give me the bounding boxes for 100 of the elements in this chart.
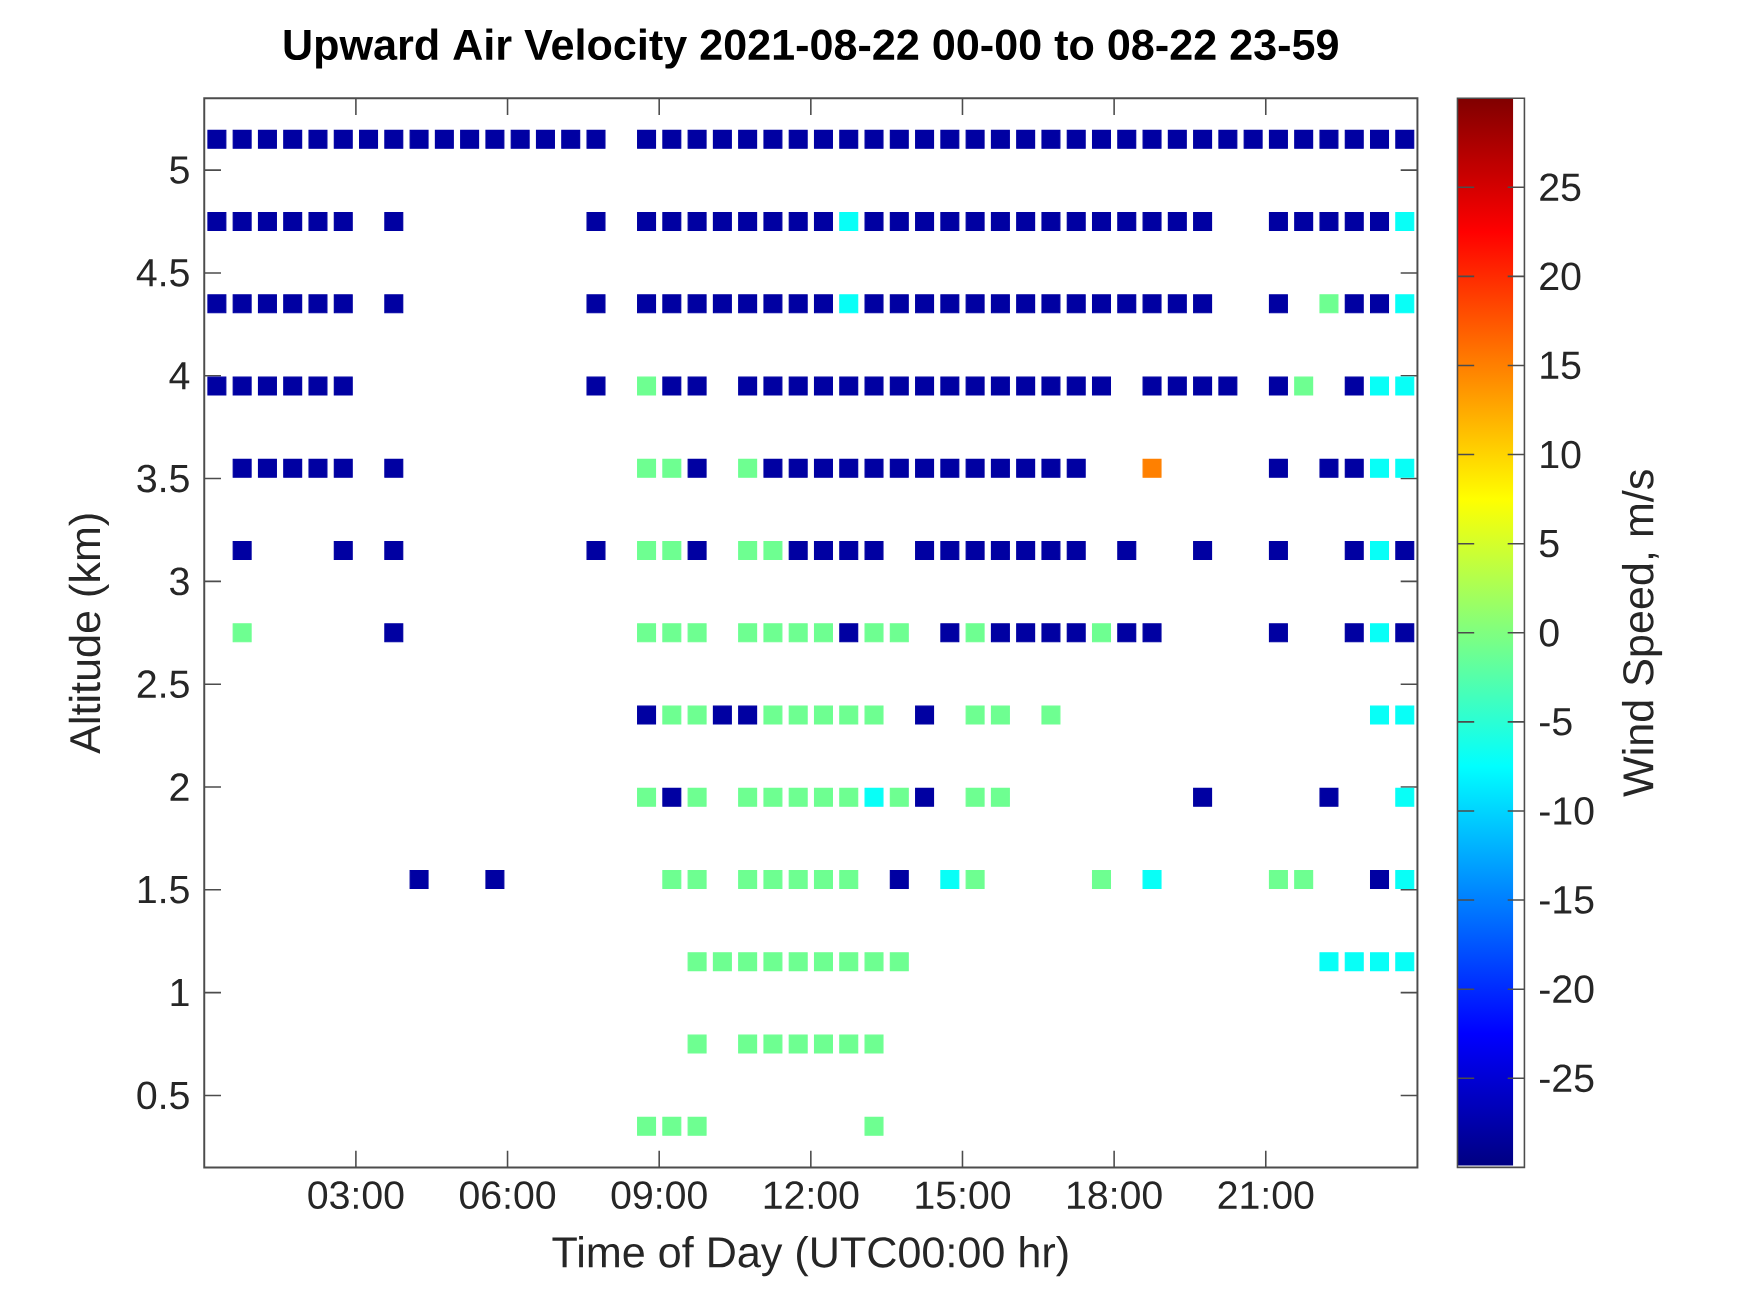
point bbox=[207, 211, 227, 231]
color-bar-label: -20 bbox=[1540, 975, 1594, 1003]
point bbox=[889, 211, 909, 231]
point bbox=[788, 458, 808, 478]
point bbox=[207, 294, 227, 314]
point bbox=[1117, 540, 1137, 560]
point bbox=[257, 376, 277, 396]
point bbox=[1243, 129, 1263, 149]
point bbox=[1395, 458, 1415, 478]
point bbox=[813, 705, 833, 725]
point bbox=[738, 376, 758, 396]
point bbox=[308, 458, 328, 478]
point bbox=[839, 294, 859, 314]
point bbox=[232, 376, 252, 396]
point bbox=[738, 1034, 758, 1054]
point bbox=[839, 540, 859, 560]
point bbox=[864, 540, 884, 560]
point bbox=[257, 458, 277, 478]
point bbox=[839, 376, 859, 396]
point bbox=[940, 540, 960, 560]
x-tick-label: 06:00 bbox=[460, 1181, 556, 1209]
point bbox=[333, 211, 353, 231]
point bbox=[1294, 869, 1314, 889]
color-bar-title: Wind Speed, m/s bbox=[1621, 469, 1663, 797]
point bbox=[1395, 129, 1415, 149]
point bbox=[839, 869, 859, 889]
point bbox=[915, 129, 935, 149]
point bbox=[763, 1034, 783, 1054]
point bbox=[333, 458, 353, 478]
point bbox=[1395, 294, 1415, 314]
point bbox=[1344, 294, 1364, 314]
point bbox=[990, 129, 1010, 149]
point bbox=[1167, 376, 1187, 396]
point bbox=[1117, 129, 1137, 149]
point bbox=[990, 211, 1010, 231]
point bbox=[763, 458, 783, 478]
point bbox=[965, 705, 985, 725]
point bbox=[1066, 376, 1086, 396]
point bbox=[990, 705, 1010, 725]
point bbox=[1091, 129, 1112, 149]
point bbox=[1091, 211, 1112, 231]
point bbox=[788, 705, 808, 725]
point bbox=[384, 540, 404, 560]
color-bar-label: 20 bbox=[1540, 262, 1581, 291]
point bbox=[864, 376, 884, 396]
point bbox=[839, 787, 859, 807]
point bbox=[232, 211, 252, 231]
point bbox=[586, 294, 606, 314]
point bbox=[864, 211, 884, 231]
point bbox=[1016, 540, 1036, 560]
point bbox=[283, 129, 303, 149]
point bbox=[232, 129, 252, 149]
point bbox=[586, 540, 606, 560]
point bbox=[813, 211, 833, 231]
point bbox=[1066, 129, 1086, 149]
point bbox=[687, 869, 707, 889]
point bbox=[965, 540, 985, 560]
y-tick-label: 3.5 bbox=[137, 464, 189, 493]
point bbox=[788, 294, 808, 314]
color-bar-label: 10 bbox=[1541, 440, 1581, 469]
point bbox=[257, 129, 277, 149]
point bbox=[1369, 623, 1390, 643]
point bbox=[687, 1034, 707, 1054]
point bbox=[915, 211, 935, 231]
point bbox=[687, 211, 707, 231]
point bbox=[1041, 705, 1061, 725]
point bbox=[965, 787, 985, 807]
point bbox=[965, 376, 985, 396]
point bbox=[1218, 376, 1238, 396]
point bbox=[763, 294, 783, 314]
x-tick-label: 03:00 bbox=[308, 1181, 404, 1209]
point bbox=[940, 458, 960, 478]
point bbox=[1142, 376, 1162, 396]
point bbox=[813, 458, 833, 478]
point bbox=[637, 1116, 657, 1136]
point bbox=[864, 1116, 884, 1136]
point bbox=[1193, 376, 1213, 396]
point bbox=[1066, 540, 1086, 560]
point bbox=[257, 211, 277, 231]
point bbox=[1066, 458, 1086, 478]
point bbox=[813, 952, 833, 972]
point bbox=[965, 129, 985, 149]
point bbox=[813, 1034, 833, 1054]
point bbox=[788, 129, 808, 149]
point bbox=[333, 294, 353, 314]
point bbox=[687, 787, 707, 807]
point bbox=[1268, 294, 1288, 314]
y-axis-title: Altitude (km) bbox=[68, 514, 109, 754]
point bbox=[687, 540, 707, 560]
point bbox=[1268, 458, 1288, 478]
point bbox=[788, 1034, 808, 1054]
point bbox=[889, 376, 909, 396]
point bbox=[207, 376, 227, 396]
point bbox=[788, 787, 808, 807]
point bbox=[763, 705, 783, 725]
point bbox=[333, 540, 353, 560]
point bbox=[839, 211, 859, 231]
point bbox=[1268, 211, 1288, 231]
point bbox=[308, 211, 328, 231]
point bbox=[308, 376, 328, 396]
